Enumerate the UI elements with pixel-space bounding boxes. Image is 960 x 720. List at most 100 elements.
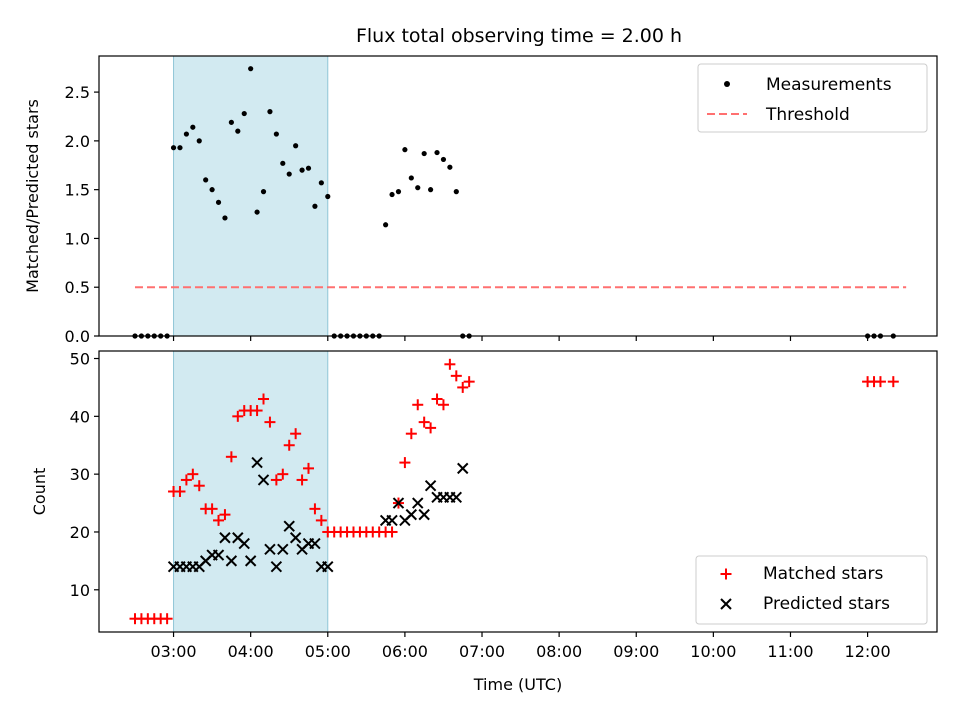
matched-star-point bbox=[386, 526, 398, 538]
predicted-star-point bbox=[289, 532, 302, 544]
top-y-axis-label: Matched/Predicted stars bbox=[23, 99, 42, 293]
matched-stars-legend-marker bbox=[720, 568, 732, 580]
matched-star-point bbox=[251, 405, 263, 417]
y-tick-label: 1.5 bbox=[65, 181, 90, 200]
matched-stars-legend-label: Matched stars bbox=[763, 564, 883, 584]
y-tick-label: 20 bbox=[70, 523, 90, 542]
predicted-star-point bbox=[457, 462, 469, 475]
bottom-axes-frame bbox=[98, 350, 938, 633]
predicted-star-point bbox=[270, 560, 283, 573]
matched-star-point bbox=[213, 514, 225, 526]
bottom-y-ticks: 10 20 30 40 50 bbox=[70, 350, 99, 600]
predicted-star-point bbox=[405, 508, 418, 521]
measurement-point bbox=[170, 145, 177, 151]
x-tick-label: 06:00 bbox=[382, 642, 428, 661]
measurement-point bbox=[215, 199, 222, 205]
matched-star-point bbox=[457, 381, 469, 393]
y-tick-label: 0.5 bbox=[65, 278, 90, 297]
measurement-point bbox=[293, 143, 299, 149]
predicted-star-point bbox=[424, 480, 437, 492]
matched-star-point bbox=[290, 428, 302, 440]
y-tick-label: 1.0 bbox=[65, 229, 90, 248]
matched-star-point bbox=[277, 468, 289, 480]
x-tick-label: 04:00 bbox=[228, 642, 274, 661]
predicted-star-point bbox=[418, 508, 430, 521]
measurement-point bbox=[325, 193, 331, 200]
matched-star-point bbox=[399, 457, 411, 469]
measurement-point bbox=[395, 189, 402, 195]
y-tick-label: 0.0 bbox=[65, 327, 90, 346]
matched-star-point bbox=[193, 480, 205, 492]
matched-star-point bbox=[450, 370, 462, 382]
measurement-point bbox=[209, 187, 215, 193]
matched-star-point bbox=[444, 358, 456, 370]
matched-star-point bbox=[161, 613, 173, 625]
bottom-shaded-span bbox=[173, 350, 329, 633]
x-tick-label: 12:00 bbox=[845, 642, 891, 661]
measurement-point bbox=[415, 185, 421, 191]
measurement-point bbox=[383, 222, 389, 228]
measurement-point bbox=[273, 131, 279, 137]
measurement-point bbox=[177, 145, 183, 151]
bottom-y-axis-label: Count bbox=[30, 468, 49, 516]
matched-star-point bbox=[303, 462, 314, 474]
measurements-legend-marker bbox=[724, 81, 730, 87]
measurement-point bbox=[389, 191, 395, 198]
matched-star-point bbox=[180, 474, 192, 486]
top-legend-box bbox=[697, 63, 928, 133]
x-tick-label: 07:00 bbox=[459, 642, 505, 661]
x-tick-label: 08:00 bbox=[536, 642, 582, 661]
predicted-stars-points bbox=[167, 456, 469, 573]
top-shaded-span bbox=[173, 55, 329, 337]
measurement-point bbox=[235, 128, 241, 134]
legend-plus-glyph bbox=[720, 568, 732, 580]
measurement-point bbox=[408, 175, 414, 181]
x-tick-label: 11:00 bbox=[767, 642, 813, 661]
measurement-point bbox=[421, 150, 427, 157]
matched-stars-points bbox=[129, 358, 899, 625]
measurement-point bbox=[280, 160, 286, 166]
predicted-star-point bbox=[386, 514, 398, 527]
bottom-panel: 10 20 30 40 50 03:00 04:00 05:00 06:00 07:00 08:0… bbox=[30, 350, 938, 694]
matched-star-point bbox=[264, 416, 276, 428]
measurement-point bbox=[428, 187, 434, 193]
matched-star-point bbox=[174, 486, 186, 497]
x-tick-label: 09:00 bbox=[613, 642, 659, 661]
y-tick-label: 50 bbox=[70, 350, 90, 369]
top-axes-frame bbox=[98, 55, 938, 337]
matched-star-point bbox=[219, 509, 231, 521]
predicted-stars-legend-marker bbox=[720, 598, 732, 610]
bottom-legend: Matched stars Predicted stars bbox=[695, 555, 928, 625]
matched-star-point bbox=[405, 428, 417, 440]
y-tick-label: 30 bbox=[70, 465, 90, 484]
predicted-star-point bbox=[212, 549, 225, 561]
x-tick-label: 05:00 bbox=[305, 642, 351, 661]
bottom-x-ticks: 03:00 04:00 05:00 06:00 07:00 08:00 09:00 10:00… bbox=[150, 632, 891, 661]
matched-star-point bbox=[296, 474, 308, 486]
predicted-star-point bbox=[392, 497, 405, 509]
predicted-star-point bbox=[238, 537, 250, 550]
matched-star-point bbox=[874, 376, 886, 388]
measurement-point bbox=[183, 131, 189, 137]
measurement-point bbox=[299, 167, 305, 173]
matched-star-point bbox=[270, 474, 282, 486]
matched-star-point bbox=[206, 503, 218, 515]
matched-star-point bbox=[431, 393, 443, 405]
matched-star-point bbox=[315, 514, 327, 526]
predicted-star-point bbox=[322, 560, 334, 573]
measurement-point bbox=[286, 171, 292, 177]
matched-star-point bbox=[225, 451, 237, 463]
predicted-star-point bbox=[412, 497, 424, 509]
x-tick-label: 10:00 bbox=[690, 642, 736, 661]
top-panel: 0.0 0.5 1.0 1.5 2.0 2.5 Matched/Predicted sta… bbox=[23, 55, 938, 346]
predicted-star-point bbox=[283, 520, 295, 532]
matched-star-point bbox=[309, 503, 321, 515]
measurement-point bbox=[190, 124, 196, 130]
measurement-point bbox=[453, 189, 459, 195]
predicted-star-point bbox=[251, 456, 263, 469]
x-tick-label: 03:00 bbox=[150, 642, 196, 661]
matched-star-point bbox=[425, 422, 437, 434]
predicted-star-point bbox=[257, 474, 270, 486]
matched-star-point bbox=[412, 399, 424, 411]
